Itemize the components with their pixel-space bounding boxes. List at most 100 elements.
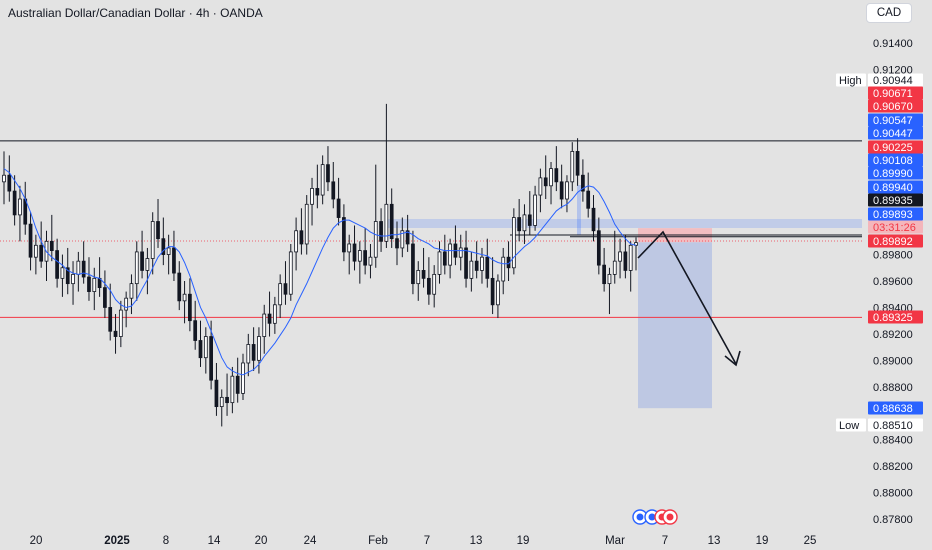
y-tick-label: 0.89200 [873,329,913,341]
y-tick-label: 0.87800 [873,514,913,526]
x-tick-label: 25 [804,535,817,547]
candle-body [602,264,606,285]
price-label-box [868,418,923,432]
price-label: 03:31:26 [873,222,916,234]
candle-body [395,238,399,249]
candle-body [389,203,394,240]
price-tag-box [836,418,866,432]
projection-path [637,230,737,365]
candle-body [331,181,336,200]
candle-body [496,280,500,306]
candle-body [565,181,569,200]
x-tick-label: Feb [368,535,388,547]
event-flag-dot [648,513,656,521]
candle-body [522,214,527,232]
candle-body [262,313,267,337]
candle-body [405,230,410,245]
y-tick-label: 0.89800 [873,250,913,262]
price-label: 0.89940 [873,182,913,194]
candle-body [549,168,553,187]
x-tick-label: 14 [208,535,221,547]
candle-body [145,258,150,271]
price-label: 0.90225 [873,142,913,154]
candle-body [92,277,97,292]
x-tick-label: Mar [605,535,625,547]
price-label-box [868,207,923,221]
chart-title: Australian Dollar/Canadian Dollar · 4h ·… [8,6,263,20]
candle-body [342,217,346,253]
y-tick-label: 0.89600 [873,276,913,288]
x-tick-label: 19 [517,535,530,547]
candle-body [278,283,283,306]
price-label: 0.89325 [873,312,913,324]
candle-body [458,247,463,258]
candle-body [575,151,580,176]
price-label: 0.90671 [873,88,913,100]
price-label-box [868,193,923,207]
candle-body [559,181,564,200]
candle-body [363,250,368,266]
candle-body [257,336,261,361]
entry-band [388,219,862,228]
candle-body [442,251,447,266]
candle-body [214,379,219,408]
candle-body [421,270,426,279]
candle-body [347,243,352,253]
candle-body [469,260,474,279]
x-tick-label: 8 [163,535,169,547]
price-label: 0.90670 [873,101,913,113]
x-tick-label: 13 [470,535,483,547]
candle-body [612,260,617,275]
price-label-box [868,234,923,248]
price-label-box [868,126,923,140]
candle-body [464,247,468,279]
candle-body [618,251,622,262]
candle-body [230,375,235,404]
candle-body [198,340,203,359]
price-label: 0.90108 [873,155,913,167]
candle-body [543,177,548,187]
price-label: 0.90547 [873,115,913,127]
currency-button[interactable]: CAD [866,3,912,23]
moving-average-series [3,168,637,376]
candle-body [225,396,229,404]
take-profit-zone [638,242,712,409]
event-flag-dot [636,513,644,521]
candle-body [511,217,516,269]
candle-body [336,198,341,218]
candle-body [368,256,373,266]
moving-average-line [3,168,637,376]
price-tag-box [836,73,866,87]
candle-body [203,336,208,359]
candle-body [373,221,378,258]
candle-body [124,297,129,311]
candle-body [272,304,277,324]
price-label-box [868,153,923,167]
candle-body [150,221,155,259]
candle-body [251,344,256,361]
candle-body [596,230,601,266]
event-flag-dot [666,513,674,521]
price-label-box [868,113,923,127]
candle-body [28,223,33,258]
price-tag: Low [839,420,859,432]
candle-body [437,251,442,275]
candle-body [411,243,415,285]
candle-body [18,198,22,216]
candle-body [586,190,591,209]
candle-body [182,293,187,302]
candle-body [129,283,134,299]
price-label-box [868,140,923,154]
candle-body [538,177,543,196]
candle-body [581,174,585,192]
candle-body [527,214,532,226]
candle-body [384,203,389,242]
price-label: 0.88638 [873,403,913,415]
price-label-box [868,99,923,113]
candle-body [161,238,166,255]
candle-body [554,168,559,183]
candle-body [607,273,612,285]
candle-body [177,272,182,302]
candle-body [628,244,633,271]
